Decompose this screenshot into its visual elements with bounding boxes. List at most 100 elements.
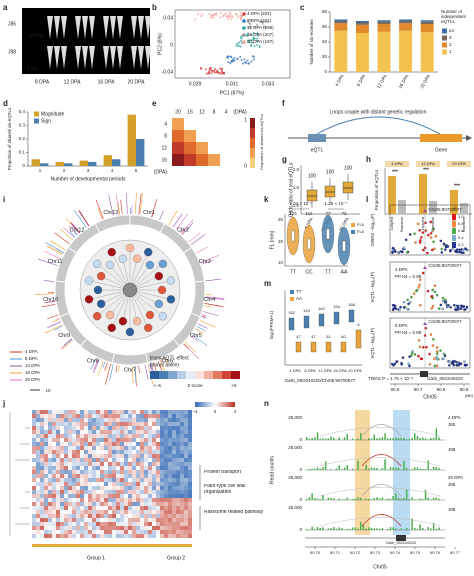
effect-spoke [52,318,60,323]
heat-cell [180,486,184,490]
coverage [319,438,321,440]
heat-cell [172,118,184,130]
point [210,17,213,20]
bar-segment [334,30,348,72]
colorbar-cell [211,402,213,407]
heat-cell [48,502,52,506]
heat-cell [60,450,64,454]
heat-cell [160,522,164,526]
heat-cell [80,482,84,486]
point [451,247,455,251]
heat-cell [164,434,168,438]
legend-swatch [351,223,355,227]
point [422,248,425,252]
coverage [327,438,330,440]
panel-label: g [282,155,287,164]
heat-cell [88,494,92,498]
effect-spoke [71,224,80,234]
coverage [403,529,405,530]
heat-cell [88,418,92,422]
heat-cell [156,486,160,490]
heat-cell [128,418,132,422]
heat-cell [104,442,108,446]
label: 0.4 [458,235,464,240]
heat-cell [120,434,124,438]
effect-spoke [73,231,78,236]
effect-spoke [149,363,152,370]
heat-cell [76,478,80,482]
heat-cell [160,450,164,454]
label: 4 DPA (202) [247,11,272,16]
heat-cell [124,466,128,470]
heat-cell [64,410,68,414]
heat-cell [96,462,100,466]
coverage [341,527,343,530]
coverage [316,467,319,470]
heat-cell [32,426,36,430]
bar-segment [420,32,434,72]
heat-cell [60,490,64,494]
heat-cell [56,462,60,466]
heat-cell [136,458,140,462]
heat-cell [80,446,84,450]
heat-cell [172,142,184,154]
heat-cell [176,462,180,466]
heat-cell [48,450,52,454]
legend-swatch [242,40,246,44]
network-node [125,327,135,337]
label: 124 [289,211,297,216]
heat-cell [148,534,152,538]
heat-cell [96,498,100,502]
point [459,307,463,311]
heat-cell [64,478,68,482]
heat-cell [100,414,104,418]
heat-cell [92,498,96,502]
point [442,357,445,361]
heat-cell [120,534,124,538]
heat-cell [184,442,188,446]
label: J98 [8,49,16,55]
effect-spoke [47,245,64,255]
legend-swatch [452,235,456,241]
heat-cell [180,458,184,462]
heat-cell [112,414,116,418]
heat-cell [116,442,120,446]
point [237,16,240,19]
heat-cell [124,494,128,498]
fiber [75,16,81,40]
heat-cell [60,514,64,518]
heat-cell [108,446,112,450]
heat-cell [96,466,100,470]
heat-cell [124,430,128,434]
point [435,346,439,349]
label: 40 [341,334,346,339]
heat-cell [164,426,168,430]
heat-cell [112,426,116,430]
point [409,301,412,304]
heat-cell [156,434,160,438]
heat-cell [52,466,56,470]
network-node [97,299,106,309]
coverage [343,467,346,470]
heat-cell [40,434,44,438]
heat-cell [92,458,96,462]
heat-cell [124,522,128,526]
heat-cell [56,530,60,534]
heat-cell [56,422,60,426]
heat-cell [176,514,180,518]
coverage [360,433,362,440]
coverage [405,439,408,440]
label: 8 [164,133,167,139]
heat-cell [188,534,192,538]
panel-label: d [3,99,8,108]
heat-cell [88,414,92,418]
heat-cell [108,426,112,430]
point [432,240,435,243]
heat-cell [156,418,160,422]
point [391,248,395,252]
label: 90.73 [370,550,381,555]
heat-cell [60,422,64,426]
heat-cell [96,506,100,510]
heat-cell [52,410,56,414]
heat-cell [148,498,152,502]
